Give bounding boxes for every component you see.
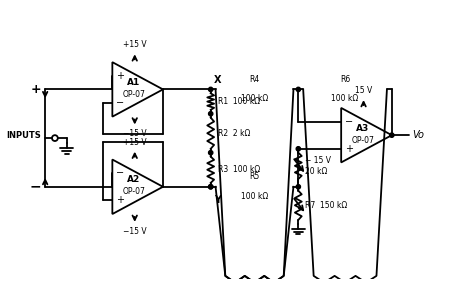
Text: −: − — [116, 98, 124, 108]
Text: +: + — [31, 83, 41, 96]
Text: −: − — [116, 168, 124, 178]
Text: −15 V: −15 V — [123, 129, 146, 138]
Text: +: + — [116, 195, 124, 205]
Text: R2  2 kΩ: R2 2 kΩ — [218, 129, 250, 138]
Text: 100 kΩ: 100 kΩ — [331, 94, 359, 103]
Polygon shape — [341, 108, 392, 162]
Text: +: + — [116, 71, 124, 81]
Text: OP-07: OP-07 — [122, 187, 145, 196]
Text: 15 V: 15 V — [355, 86, 372, 95]
Text: +15 V: +15 V — [123, 138, 146, 147]
Text: +: + — [345, 144, 353, 154]
Circle shape — [209, 151, 213, 155]
Circle shape — [296, 87, 301, 91]
Text: Vo: Vo — [412, 130, 424, 140]
Text: A1: A1 — [127, 78, 140, 87]
Text: −15 V: −15 V — [123, 227, 146, 236]
Text: Y: Y — [214, 195, 220, 205]
Text: 100 kΩ: 100 kΩ — [241, 192, 268, 201]
Text: OP-07: OP-07 — [122, 90, 145, 99]
Circle shape — [209, 185, 213, 189]
Circle shape — [209, 185, 213, 189]
Text: 100 kΩ: 100 kΩ — [241, 94, 268, 103]
Text: R1  100 kΩ: R1 100 kΩ — [218, 97, 260, 106]
Circle shape — [209, 87, 213, 91]
Text: R5: R5 — [249, 172, 260, 181]
Text: R4: R4 — [249, 74, 260, 83]
Text: −: − — [30, 180, 41, 194]
Text: A2: A2 — [127, 175, 140, 185]
Text: R7  150 kΩ: R7 150 kΩ — [305, 201, 347, 210]
Text: +15 V: +15 V — [123, 40, 146, 50]
Text: R6: R6 — [340, 74, 350, 83]
Text: X: X — [214, 74, 221, 85]
Circle shape — [296, 147, 301, 151]
Text: A3: A3 — [356, 124, 369, 133]
Text: − 15 V
20 kΩ: − 15 V 20 kΩ — [305, 156, 331, 175]
Circle shape — [209, 112, 213, 116]
Text: INPUTS: INPUTS — [7, 131, 41, 140]
Text: −: − — [345, 117, 353, 127]
Circle shape — [390, 133, 394, 137]
Polygon shape — [112, 160, 163, 214]
Circle shape — [296, 185, 301, 189]
Text: OP-07: OP-07 — [351, 136, 374, 145]
Text: R3  100 kΩ: R3 100 kΩ — [218, 165, 260, 174]
Polygon shape — [112, 62, 163, 117]
